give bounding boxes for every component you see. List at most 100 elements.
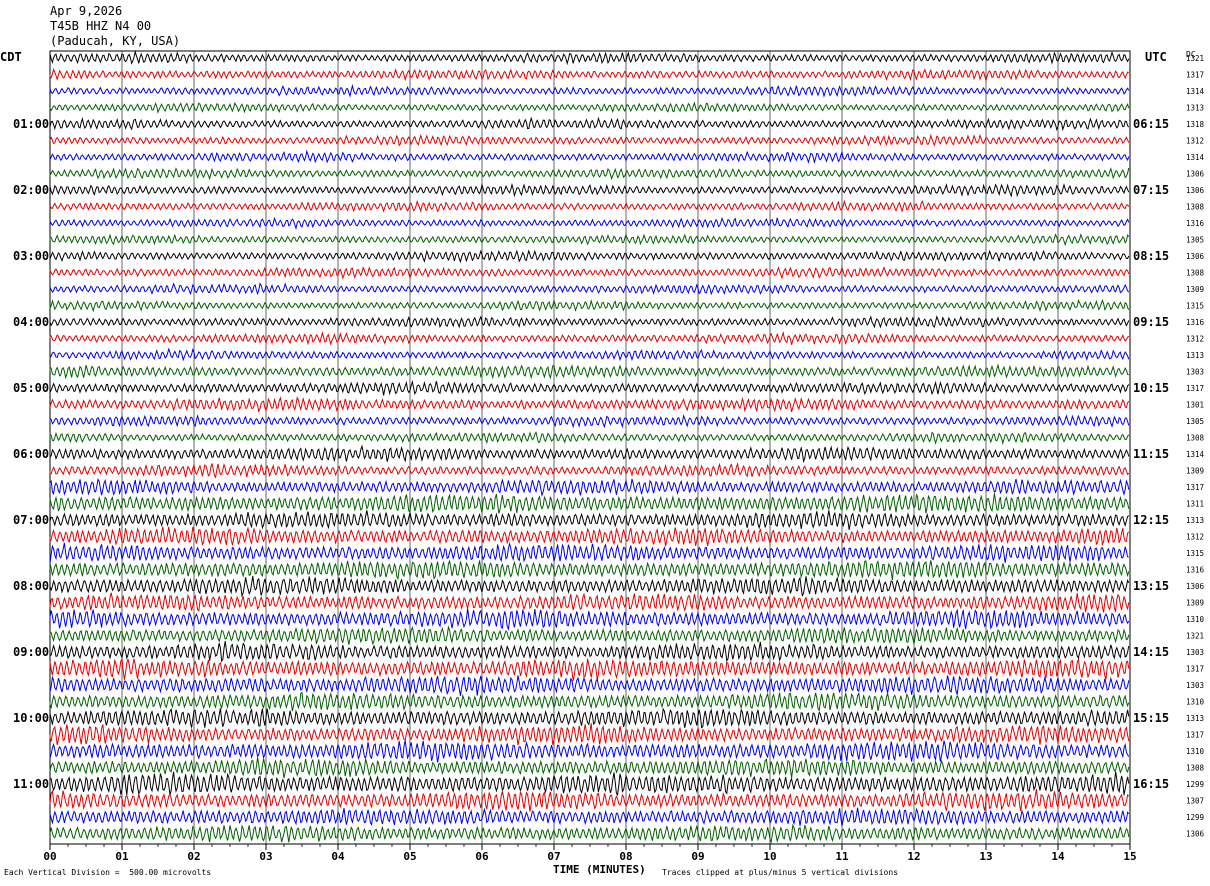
seismic-trace	[49, 510, 1130, 530]
utc-time-label: 10:15	[1133, 381, 1169, 395]
dc-offset-label: 1303	[1186, 368, 1204, 377]
seismic-trace	[49, 49, 1130, 66]
cdt-hour-label: 02:00	[13, 183, 49, 197]
seismic-trace	[49, 298, 1130, 313]
dc-offset-label: 1317	[1186, 384, 1204, 393]
dc-offset-label: 1303	[1186, 648, 1204, 657]
dc-offset-label: 1312	[1186, 137, 1204, 146]
station-location: (Paducah, KY, USA)	[50, 34, 181, 48]
seismic-trace	[49, 282, 1130, 296]
utc-time-label: 12:15	[1133, 513, 1169, 527]
seismic-trace	[49, 608, 1130, 631]
dc-offset-label: 1309	[1186, 285, 1204, 294]
clip-note: Traces clipped at plus/minus 5 vertical …	[662, 868, 899, 877]
seismic-trace	[49, 707, 1130, 729]
x-tick-label: 01	[115, 850, 129, 863]
seismic-trace	[49, 559, 1130, 581]
dc-offset-label: 1306	[1186, 170, 1205, 179]
x-tick-label: 03	[259, 850, 272, 863]
dc-offset-label: 1303	[1186, 681, 1204, 690]
dc-offset-label: 1314	[1186, 450, 1205, 459]
seismic-trace	[49, 723, 1130, 746]
cdt-hour-label: 09:00	[13, 645, 49, 659]
seismic-trace	[49, 461, 1130, 479]
seismic-trace	[49, 657, 1130, 681]
right-timezone-label: UTC	[1145, 50, 1167, 64]
seismic-trace	[49, 789, 1130, 812]
cdt-hour-label: 04:00	[13, 315, 49, 329]
seismic-trace	[49, 363, 1129, 380]
x-tick-label: 08	[619, 850, 632, 863]
dc-offset-label: 1301	[1186, 401, 1204, 410]
cdt-hour-label: 10:00	[13, 711, 49, 725]
seismic-trace	[49, 249, 1130, 264]
x-tick-label: 09	[691, 850, 704, 863]
seismic-trace	[49, 379, 1130, 396]
cdt-hour-label: 08:00	[13, 579, 49, 593]
x-tick-label: 12	[907, 850, 920, 863]
dc-offset-label: 1307	[1186, 797, 1204, 806]
dc-offset-label: 1308	[1186, 764, 1205, 773]
dc-offset-label: 1321	[1186, 632, 1204, 641]
utc-time-label: 07:15	[1133, 183, 1169, 197]
cdt-hour-label: 05:00	[13, 381, 49, 395]
seismic-trace	[49, 396, 1130, 413]
seismic-trace	[49, 83, 1130, 98]
x-tick-label: 13	[979, 850, 992, 863]
dc-offset-label: 1299	[1186, 813, 1204, 822]
dc-offset-label: 1310	[1186, 698, 1205, 707]
dc-offset-label: 1310	[1186, 747, 1205, 756]
dc-offset-label: 1311	[1186, 500, 1204, 509]
x-tick-label: 06	[475, 850, 489, 863]
seismic-trace	[49, 216, 1130, 231]
utc-time-label: 06:15	[1133, 117, 1169, 131]
dc-offset-label: 1299	[1186, 780, 1204, 789]
seismic-trace	[49, 199, 1130, 213]
x-tick-label: 11	[835, 850, 849, 863]
dc-offset-label: 1306	[1186, 830, 1205, 839]
seismic-trace	[49, 691, 1130, 712]
cdt-hour-label: 06:00	[13, 447, 49, 461]
cdt-hour-label: 01:00	[13, 117, 49, 131]
seismic-trace	[49, 740, 1130, 763]
utc-time-label: 15:15	[1133, 711, 1169, 725]
seismic-trace	[49, 116, 1130, 132]
dc-offset-label: 1314	[1186, 87, 1205, 96]
dc-offset-label: 1318	[1186, 120, 1205, 129]
dc-offset-label: 1309	[1186, 599, 1204, 608]
x-tick-label: 10	[763, 850, 776, 863]
seismic-trace	[49, 541, 1129, 564]
x-tick-label: 04	[331, 850, 345, 863]
dc-offset-label: 1308	[1186, 269, 1205, 278]
seismic-trace	[49, 266, 1130, 280]
dc-offset-label: 1305	[1186, 417, 1204, 426]
dc-offset-label: 1315	[1186, 549, 1204, 558]
seismic-trace	[49, 526, 1130, 547]
dc-offset-label: 1321	[1186, 54, 1204, 63]
dc-offset-label: 1317	[1186, 71, 1204, 80]
seismic-trace	[49, 414, 1130, 429]
dc-offset-label: 1306	[1186, 582, 1205, 591]
dc-offset-label: 1306	[1186, 186, 1205, 195]
utc-time-label: 08:15	[1133, 249, 1169, 263]
dc-offset-label: 1312	[1186, 533, 1204, 542]
cdt-hour-label: 03:00	[13, 249, 49, 263]
dc-offset-header: DC	[1186, 50, 1196, 59]
plot-date: Apr 9,2026	[50, 4, 123, 18]
utc-time-label: 11:15	[1133, 447, 1169, 461]
cdt-hour-label: 07:00	[13, 513, 49, 527]
dc-offset-label: 1313	[1186, 714, 1204, 723]
seismic-trace	[49, 592, 1130, 613]
utc-time-label: 09:15	[1133, 315, 1169, 329]
dc-offset-label: 1305	[1186, 236, 1204, 245]
seismic-trace	[49, 477, 1130, 498]
seismic-trace	[49, 315, 1130, 329]
seismic-trace	[49, 823, 1130, 844]
dc-offset-label: 1313	[1186, 104, 1204, 113]
seismic-trace	[49, 493, 1130, 514]
dc-offset-label: 1309	[1186, 467, 1204, 476]
dc-offset-label: 1317	[1186, 665, 1204, 674]
x-tick-label: 07	[547, 850, 560, 863]
seismic-trace	[49, 444, 1130, 464]
seismic-trace	[49, 675, 1130, 696]
